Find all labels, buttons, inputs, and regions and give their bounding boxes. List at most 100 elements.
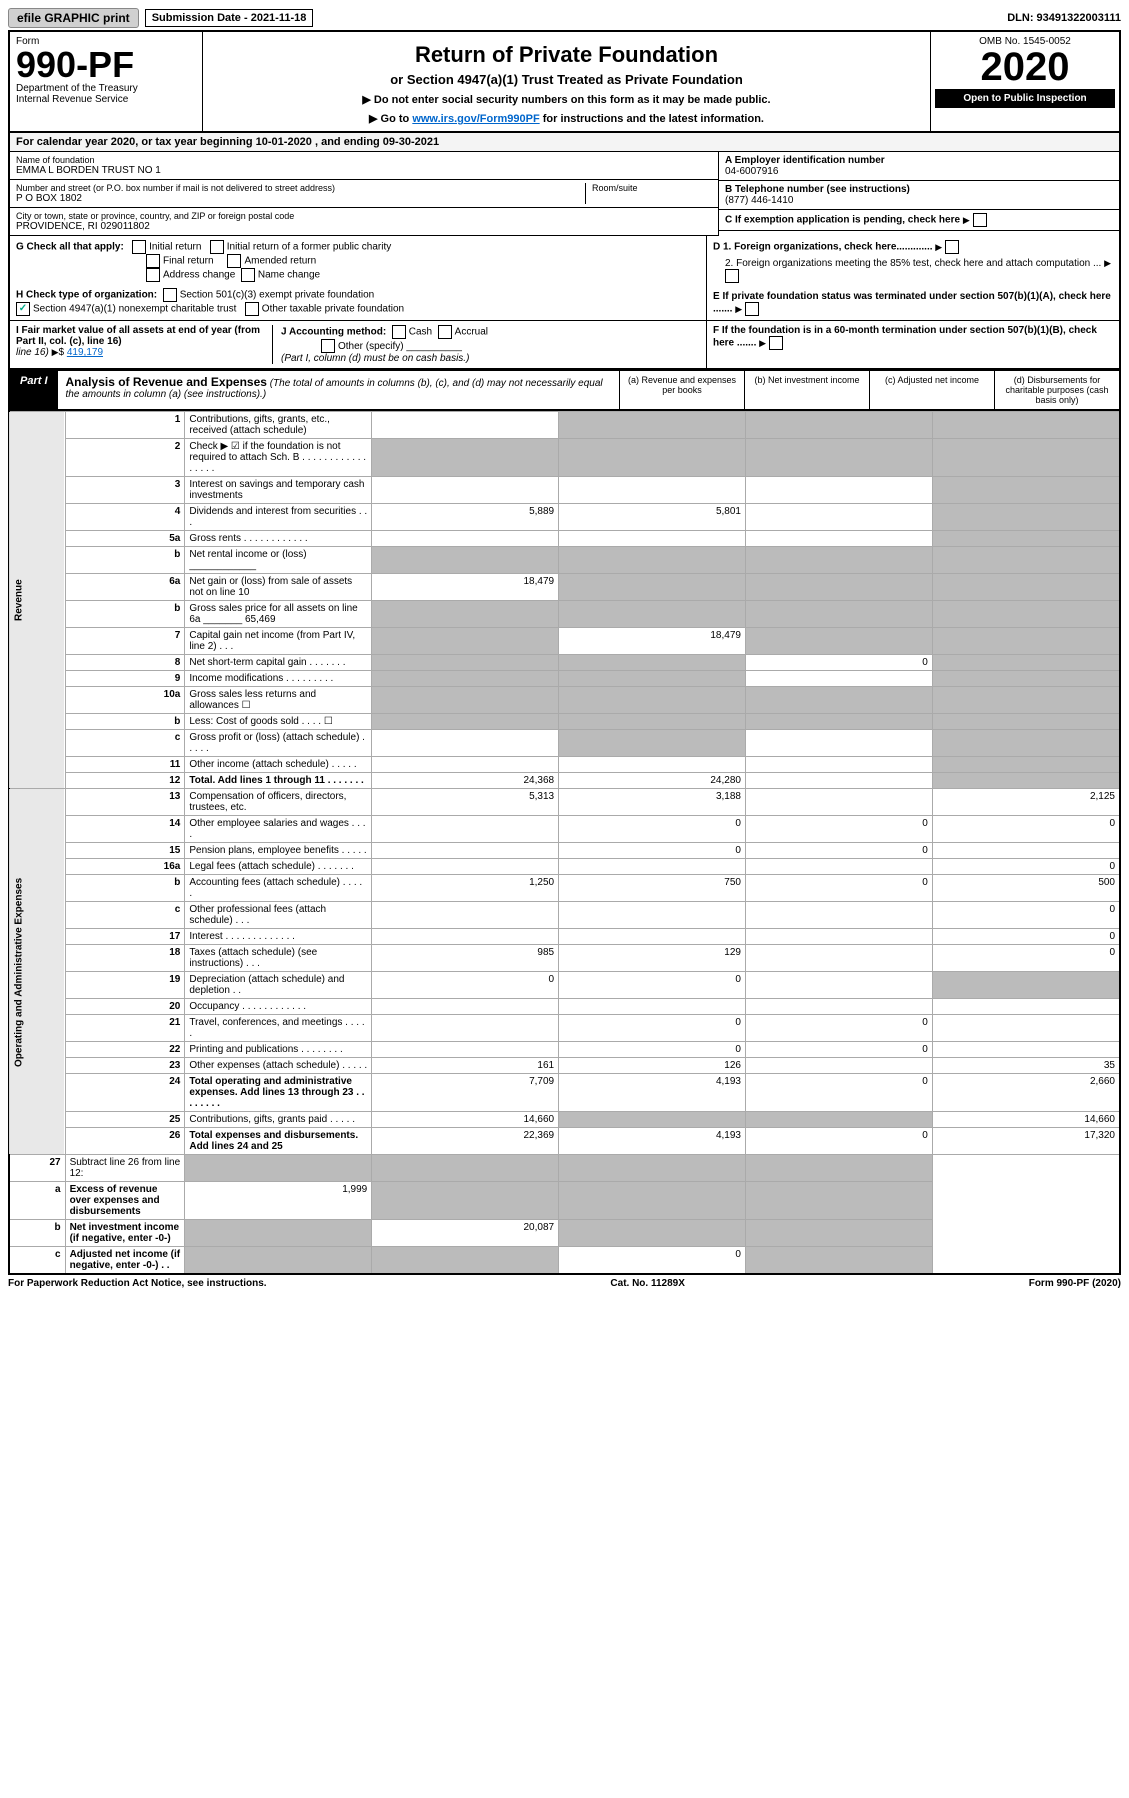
exemption-label: C If exemption application is pending, c… bbox=[725, 215, 960, 226]
chk-4947[interactable] bbox=[16, 302, 30, 316]
city-label: City or town, state or province, country… bbox=[16, 211, 712, 221]
i-label: I Fair market value of all assets at end… bbox=[16, 325, 260, 347]
chk-f[interactable] bbox=[769, 336, 783, 350]
table-row: 26Total expenses and disbursements. Add … bbox=[9, 1128, 1120, 1155]
section-g-h: G Check all that apply: Initial return I… bbox=[8, 236, 1121, 321]
calendar-year-row: For calendar year 2020, or tax year begi… bbox=[8, 133, 1121, 152]
ein-label: A Employer identification number bbox=[725, 155, 1113, 166]
chk-final[interactable] bbox=[146, 254, 160, 268]
table-row: 9Income modifications . . . . . . . . . bbox=[9, 671, 1120, 687]
table-row: cOther professional fees (attach schedul… bbox=[9, 902, 1120, 929]
phone-value: (877) 446-1410 bbox=[725, 195, 1113, 206]
section-i-j-f: I Fair market value of all assets at end… bbox=[8, 321, 1121, 369]
table-row: Revenue1Contributions, gifts, grants, et… bbox=[9, 412, 1120, 439]
table-row: 15Pension plans, employee benefits . . .… bbox=[9, 843, 1120, 859]
table-row: 6aNet gain or (loss) from sale of assets… bbox=[9, 574, 1120, 601]
col-c-header: (c) Adjusted net income bbox=[869, 371, 994, 409]
j-label: J Accounting method: bbox=[281, 327, 386, 338]
h-label: H Check type of organization: bbox=[16, 290, 157, 301]
g-label: G Check all that apply: bbox=[16, 242, 124, 253]
open-public-badge: Open to Public Inspection bbox=[935, 89, 1115, 108]
table-row: cGross profit or (loss) (attach schedule… bbox=[9, 730, 1120, 757]
chk-other-tax[interactable] bbox=[245, 302, 259, 316]
table-row: Operating and Administrative Expenses13C… bbox=[9, 789, 1120, 816]
dln-number: DLN: 93491322003111 bbox=[1007, 12, 1121, 24]
table-row: 27Subtract line 26 from line 12: bbox=[9, 1155, 1120, 1182]
col-d-header: (d) Disbursements for charitable purpose… bbox=[994, 371, 1119, 409]
table-row: 16aLegal fees (attach schedule) . . . . … bbox=[9, 859, 1120, 875]
table-row: 14Other employee salaries and wages . . … bbox=[9, 816, 1120, 843]
efile-button[interactable]: efile GRAPHIC print bbox=[8, 8, 139, 28]
table-row: 8Net short-term capital gain . . . . . .… bbox=[9, 655, 1120, 671]
chk-name-change[interactable] bbox=[241, 268, 255, 282]
col-a-header: (a) Revenue and expenses per books bbox=[619, 371, 744, 409]
table-row: 2Check ▶ ☑ if the foundation is not requ… bbox=[9, 439, 1120, 477]
table-row: bNet rental income or (loss) ___________… bbox=[9, 547, 1120, 574]
col-b-header: (b) Net investment income bbox=[744, 371, 869, 409]
table-row: 23Other expenses (attach schedule) . . .… bbox=[9, 1058, 1120, 1074]
part1-title: Analysis of Revenue and Expenses bbox=[66, 375, 267, 389]
e-label: E If private foundation status was termi… bbox=[713, 291, 1111, 315]
fmv-amount[interactable]: 419,179 bbox=[67, 347, 103, 358]
chk-d2[interactable] bbox=[725, 269, 739, 283]
chk-initial-former[interactable] bbox=[210, 240, 224, 254]
table-row: 5aGross rents . . . . . . . . . . . . bbox=[9, 531, 1120, 547]
top-bar: efile GRAPHIC print Submission Date - 20… bbox=[8, 8, 1121, 28]
table-row: bGross sales price for all assets on lin… bbox=[9, 601, 1120, 628]
dept-treasury: Department of the Treasury bbox=[16, 83, 196, 94]
form-header: Form 990-PF Department of the Treasury I… bbox=[8, 30, 1121, 133]
chk-d1[interactable] bbox=[945, 240, 959, 254]
table-row: 12Total. Add lines 1 through 11 . . . . … bbox=[9, 773, 1120, 789]
table-row: bNet investment income (if negative, ent… bbox=[9, 1220, 1120, 1247]
chk-amended[interactable] bbox=[227, 254, 241, 268]
chk-initial[interactable] bbox=[132, 240, 146, 254]
line16-label: line 16) bbox=[16, 347, 49, 358]
irs-link[interactable]: www.irs.gov/Form990PF bbox=[412, 113, 539, 125]
submission-date: Submission Date - 2021-11-18 bbox=[145, 9, 314, 27]
d1-label: D 1. Foreign organizations, check here..… bbox=[713, 242, 933, 253]
chk-e[interactable] bbox=[745, 302, 759, 316]
chk-501c3[interactable] bbox=[163, 288, 177, 302]
table-row: 10aGross sales less returns and allowanc… bbox=[9, 687, 1120, 714]
table-row: 22Printing and publications . . . . . . … bbox=[9, 1042, 1120, 1058]
form-title: Return of Private Foundation bbox=[209, 42, 924, 68]
table-row: bAccounting fees (attach schedule) . . .… bbox=[9, 875, 1120, 902]
part1-label: Part I bbox=[10, 371, 58, 409]
name-label: Name of foundation bbox=[16, 155, 712, 165]
table-row: 7Capital gain net income (from Part IV, … bbox=[9, 628, 1120, 655]
tax-year: 2020 bbox=[935, 47, 1115, 87]
cash-basis-note: (Part I, column (d) must be on cash basi… bbox=[281, 353, 469, 364]
addr-label: Number and street (or P.O. box number if… bbox=[16, 183, 585, 193]
exemption-checkbox[interactable] bbox=[973, 213, 987, 227]
paperwork-notice: For Paperwork Reduction Act Notice, see … bbox=[8, 1278, 267, 1289]
chk-accrual[interactable] bbox=[438, 325, 452, 339]
table-row: 3Interest on savings and temporary cash … bbox=[9, 477, 1120, 504]
form-ref: Form 990-PF (2020) bbox=[1029, 1278, 1121, 1289]
room-label: Room/suite bbox=[592, 183, 712, 193]
table-row: 19Depreciation (attach schedule) and dep… bbox=[9, 972, 1120, 999]
table-row: 4Dividends and interest from securities … bbox=[9, 504, 1120, 531]
phone-label: B Telephone number (see instructions) bbox=[725, 184, 1113, 195]
arrow-icon bbox=[963, 215, 970, 226]
foundation-info: Name of foundation EMMA L BORDEN TRUST N… bbox=[8, 152, 1121, 236]
goto-note: ▶ Go to www.irs.gov/Form990PF for instru… bbox=[209, 112, 924, 125]
chk-cash[interactable] bbox=[392, 325, 406, 339]
table-row: 20Occupancy . . . . . . . . . . . . bbox=[9, 999, 1120, 1015]
table-row: 21Travel, conferences, and meetings . . … bbox=[9, 1015, 1120, 1042]
form-subtitle: or Section 4947(a)(1) Trust Treated as P… bbox=[209, 72, 924, 87]
ein-value: 04-6007916 bbox=[725, 166, 1113, 177]
cat-no: Cat. No. 11289X bbox=[610, 1278, 684, 1289]
table-row: 17Interest . . . . . . . . . . . . .0 bbox=[9, 929, 1120, 945]
table-row: aExcess of revenue over expenses and dis… bbox=[9, 1182, 1120, 1220]
part1-table: Revenue1Contributions, gifts, grants, et… bbox=[8, 411, 1121, 1275]
table-row: 18Taxes (attach schedule) (see instructi… bbox=[9, 945, 1120, 972]
d2-label: 2. Foreign organizations meeting the 85%… bbox=[713, 258, 1113, 283]
chk-other-acct[interactable] bbox=[321, 339, 335, 353]
ssn-note: ▶ Do not enter social security numbers o… bbox=[209, 93, 924, 106]
table-row: cAdjusted net income (if negative, enter… bbox=[9, 1247, 1120, 1275]
table-row: 24Total operating and administrative exp… bbox=[9, 1074, 1120, 1112]
chk-addr-change[interactable] bbox=[146, 268, 160, 282]
table-row: 25Contributions, gifts, grants paid . . … bbox=[9, 1112, 1120, 1128]
table-row: bLess: Cost of goods sold . . . . ☐ bbox=[9, 714, 1120, 730]
foundation-name: EMMA L BORDEN TRUST NO 1 bbox=[16, 165, 712, 176]
